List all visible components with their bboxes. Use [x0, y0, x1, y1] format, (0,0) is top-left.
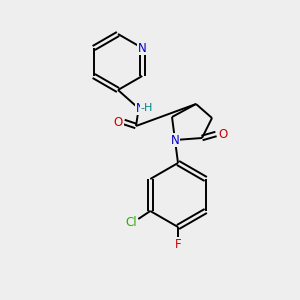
Text: N: N [138, 41, 147, 55]
Text: N: N [136, 101, 144, 115]
Text: O: O [113, 116, 123, 128]
Text: O: O [218, 128, 228, 140]
Text: N: N [171, 134, 179, 146]
Text: -H: -H [141, 103, 153, 113]
Text: Cl: Cl [125, 217, 137, 230]
Text: F: F [175, 238, 181, 250]
